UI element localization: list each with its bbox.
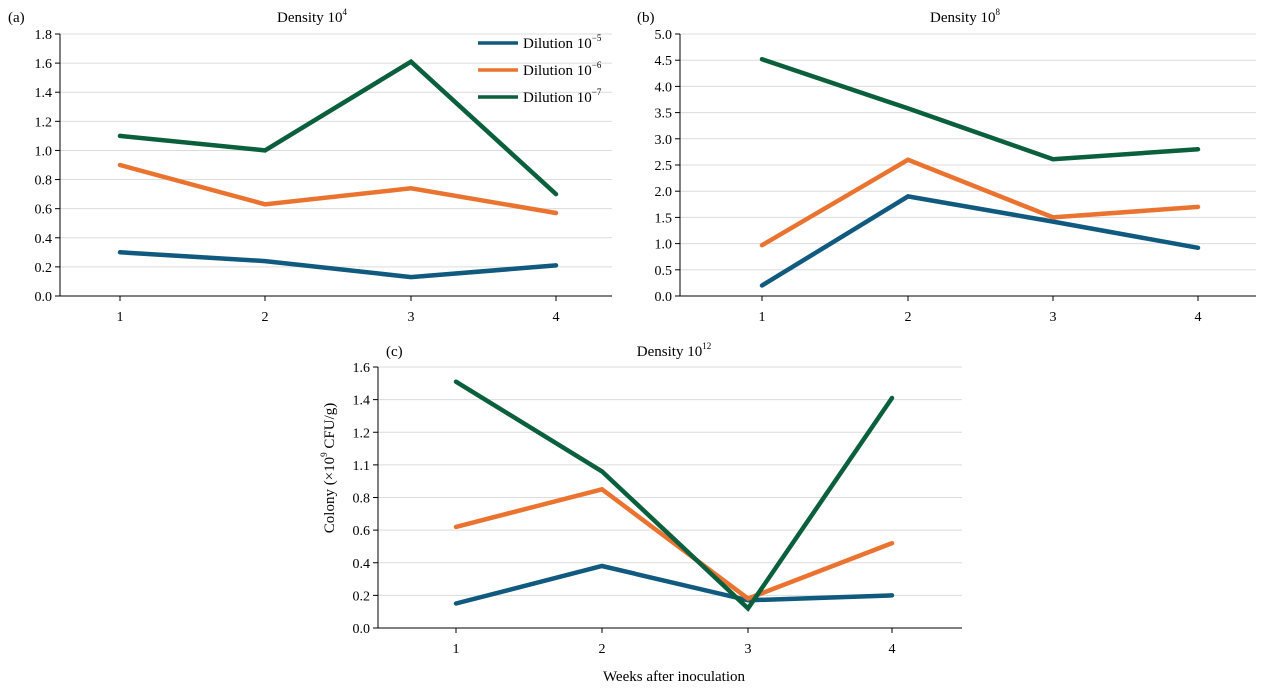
panel-b-x-tick-label: 4 xyxy=(1195,310,1202,325)
panel-a-axes xyxy=(59,34,612,297)
panel-c-series-line-dilution-5 xyxy=(453,563,895,606)
panel-c-y-tick-label: 0.4 xyxy=(353,557,371,572)
y-axis-title: Colony (×109 CFU/g) xyxy=(319,403,338,533)
x-axis-title: Weeks after inoculation xyxy=(603,669,746,685)
panel-b-y-ticks: 0.0 0.5 1.0 1.5 2.0 2.5 3.0 3.5 4.0 4.5 5.0 xyxy=(655,28,680,305)
panel-b-x-tick-label: 1 xyxy=(759,310,766,325)
panel-b-y-tick-label: 1.5 xyxy=(655,211,673,226)
panel-c-y-tick-label: 1.1 xyxy=(353,459,371,474)
panel-b: 0.0 0.5 1.0 1.5 2.0 2.5 3.0 3.5 4.0 4.5 5.0 1 2 3 4 (… xyxy=(637,7,1256,325)
panel-c-x-tick-label: 2 xyxy=(599,642,606,657)
panel-c-series-line-dilution-6 xyxy=(453,486,895,602)
panel-c-y-tick-label: 0.8 xyxy=(353,492,371,507)
panel-a-grid xyxy=(60,33,612,268)
panel-c-y-ticks: 0.0 0.2 0.4 0.6 0.8 1.1 1.2 1.4 1.6 xyxy=(353,361,378,637)
panel-a-y-tick-label: 1.2 xyxy=(35,115,53,130)
panel-b-y-tick-label: 4.0 xyxy=(655,80,673,95)
panel-c-x-tick-label: 4 xyxy=(889,642,896,657)
panel-b-y-tick-label: 0.0 xyxy=(655,290,673,305)
panel-c-y-tick-label: 0.0 xyxy=(353,622,371,637)
legend-label-dilution-7: Dilution 10−7 xyxy=(523,87,602,106)
panel-a-x-ticks: 1 2 3 4 xyxy=(117,296,560,325)
panel-a-series-line-dilution-7 xyxy=(117,58,559,197)
panel-b-series-line-dilution-6 xyxy=(759,157,1201,248)
panel-c-y-tick-label: 1.2 xyxy=(353,426,371,441)
panel-a-y-tick-label: 1.4 xyxy=(35,86,53,101)
panel-b-y-tick-label: 2.5 xyxy=(655,159,673,174)
panel-b-label: (b) xyxy=(637,10,655,26)
panel-a-y-tick-label: 1.6 xyxy=(35,57,53,72)
panel-a-x-tick-label: 2 xyxy=(262,310,269,325)
panel-a-label: (a) xyxy=(8,10,25,26)
panel-b-x-tick-label: 2 xyxy=(905,310,912,325)
panel-a-y-tick-label: 0.4 xyxy=(35,232,53,247)
panel-c-series xyxy=(453,379,895,612)
legend: Dilution 10−5 Dilution 10−6 Dilution 10−… xyxy=(478,33,602,106)
panel-a-y-tick-label: 0.6 xyxy=(35,203,53,218)
panel-b-x-ticks: 1 2 3 4 xyxy=(759,296,1202,325)
panel-c-grid xyxy=(378,366,962,596)
panel-b-y-tick-label: 3.0 xyxy=(655,133,673,148)
panel-b-y-tick-label: 2.0 xyxy=(655,185,673,200)
panel-b-series-line-dilution-5 xyxy=(759,194,1201,288)
panel-c-x-ticks: 1 2 3 4 xyxy=(453,628,896,657)
panel-a-y-tick-label: 0.8 xyxy=(35,174,53,189)
panel-a-title: Density 104 xyxy=(277,7,347,26)
panel-a-x-tick-label: 1 xyxy=(117,310,124,325)
panel-b-y-tick-label: 4.5 xyxy=(655,54,673,69)
legend-label-dilution-5: Dilution 10−5 xyxy=(523,33,602,52)
panel-c-series-line-dilution-7 xyxy=(453,379,895,612)
panel-a-x-tick-label: 3 xyxy=(408,310,415,325)
panel-b-grid xyxy=(680,33,1256,271)
panel-c-title: Density 1012 xyxy=(637,341,711,360)
panel-b-series-line-dilution-7 xyxy=(759,56,1201,162)
panel-b-y-tick-label: 0.5 xyxy=(655,264,673,279)
panel-a-y-tick-label: 0.0 xyxy=(35,290,53,305)
panel-b-title: Density 108 xyxy=(930,7,1000,26)
panel-c-x-tick-label: 1 xyxy=(453,642,460,657)
panel-a-series-line-dilution-5 xyxy=(117,250,559,280)
panel-b-y-tick-label: 3.5 xyxy=(655,107,673,122)
panel-a-series xyxy=(117,58,559,280)
panel-c-y-tick-label: 1.4 xyxy=(353,394,371,409)
panel-a-x-tick-label: 4 xyxy=(553,310,560,325)
panel-c-y-tick-label: 0.2 xyxy=(353,589,371,604)
panel-a-y-tick-label: 1.8 xyxy=(35,28,53,43)
panel-a-y-tick-label: 0.2 xyxy=(35,261,53,276)
panel-a-series-line-dilution-6 xyxy=(117,162,559,216)
panel-b-series xyxy=(759,56,1201,288)
panel-a-y-ticks: 0.0 0.2 0.4 0.6 0.8 1.0 1.2 1.4 1.6 1.8 xyxy=(35,28,60,305)
panel-c-x-tick-label: 3 xyxy=(745,642,752,657)
panel-b-y-tick-label: 1.0 xyxy=(655,238,673,253)
panel-a-y-tick-label: 1.0 xyxy=(35,144,53,159)
panel-c: 0.0 0.2 0.4 0.6 0.8 1.1 1.2 1.4 1.6 1 2 3 4 (c) Den… xyxy=(353,341,962,657)
panel-c-label: (c) xyxy=(386,344,403,360)
panel-c-y-tick-label: 1.6 xyxy=(353,361,371,376)
panel-b-x-tick-label: 3 xyxy=(1050,310,1057,325)
panel-c-y-tick-label: 0.6 xyxy=(353,524,371,539)
legend-label-dilution-6: Dilution 10−6 xyxy=(523,60,602,79)
panel-b-y-tick-label: 5.0 xyxy=(655,28,673,43)
